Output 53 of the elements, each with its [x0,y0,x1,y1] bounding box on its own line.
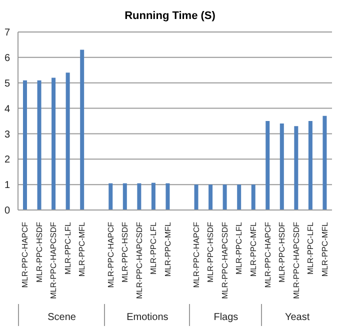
x-tick-label: MLR-PPC-HSDF [34,222,44,282]
x-tick-label: MLR-PPC-HAPCSDF [49,222,58,299]
x-tick-label: MLR-PPC-LFL [306,221,316,274]
bar [80,50,84,210]
y-tick-label: 5 [4,78,10,90]
text: Flags [189,304,262,326]
bar [280,124,284,210]
x-tick-label: MLR-PPC-MFL [163,221,172,277]
x-tick-label: MLR-PPC-HAPCSDF [134,222,144,299]
bar [194,184,198,210]
y-tick-label: 1 [4,180,10,192]
bar [322,116,327,210]
text: Yeast [260,304,333,326]
bar [208,184,213,210]
bar [308,121,312,210]
y-tick-label: 0 [4,206,10,217]
x-tick-label: MLR-PPC-HAPCF [263,222,272,288]
x-tick-label: MLR-PPC-LFL [149,221,158,274]
x-tick-label: MLR-PPC-LFL [63,221,72,274]
y-tick-label: 6 [4,52,10,64]
bar [294,126,298,210]
bar [22,80,27,210]
x-tick-label: MLR-PPC-HAPCF [192,222,201,288]
bar [37,80,42,210]
y-tick-label: 4 [4,104,10,115]
x-tick-label: MLR-PPC-HAPCSDF [292,222,301,299]
bar [122,183,127,210]
x-tick-label: MLR-PPC-HAPCF [20,222,30,288]
y-tick-label: 7 [4,28,10,39]
text: Scene [18,304,105,326]
x-tick-label: MLR-PPC-HSDF [120,222,130,282]
bar [52,78,56,210]
x-tick-label: MLR-PPC-HSDF [206,222,216,282]
x-tick-label: MLR-PPC-HAPCF [106,222,116,288]
bar [66,72,70,210]
x-tick-label: MLR-PPC-MFL [249,221,258,277]
bar [166,183,170,210]
bar [108,183,113,210]
x-tick-label: MLR-PPC-MFL [320,221,330,277]
x-tick-label: MLR-PPC-HSDF [278,222,287,282]
bar [266,121,270,210]
chart-title: Running Time (S) [124,9,216,24]
x-tick-label: MLR-PPC-HAPCSDF [220,222,230,299]
x-tick-label: MLR-PPC-LFL [234,221,244,274]
x-tick-label: MLR-PPC-MFL [78,221,87,277]
bar [251,184,256,210]
bar [137,183,142,210]
y-tick-label: 2 [4,154,10,166]
bar [222,184,227,210]
bar [237,184,242,210]
y-tick-label: 3 [4,129,10,140]
bar [151,182,156,210]
text: Emotions [104,304,190,326]
